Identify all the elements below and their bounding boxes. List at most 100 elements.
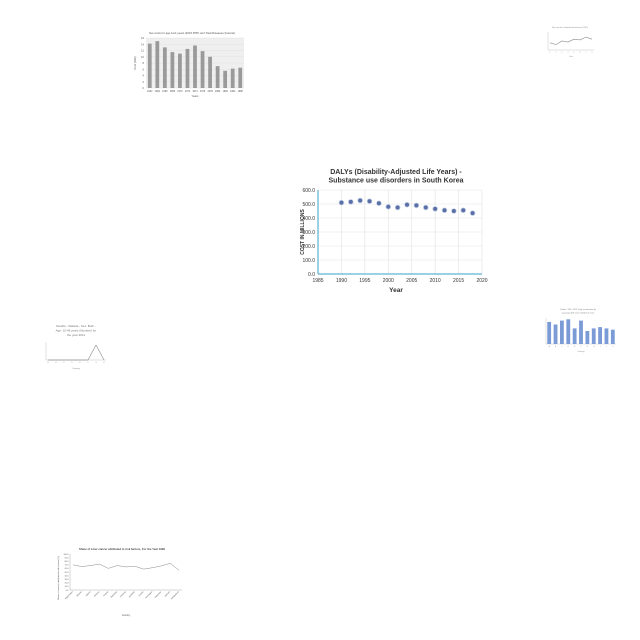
- y-tick-label: 0.0: [66, 590, 70, 592]
- y-tick-label: 300.0: [302, 230, 315, 236]
- x-tick-label: Azerbaijan: [144, 591, 153, 600]
- y-tick-label: 200.0: [302, 244, 315, 250]
- y-tick-label: 2: [143, 80, 145, 84]
- x-tick-label: 4: [568, 52, 569, 54]
- chart-title-line-0: Deaths - 1990 - 2019, Drug use disorders…: [560, 308, 596, 311]
- x-tick-label: Austria: [138, 590, 145, 597]
- bar: [591, 328, 596, 344]
- y-tick-label: 400.0: [302, 216, 315, 222]
- chart-bottom-left-panel: Share of Liver cancer attributed to risk…: [54, 544, 186, 620]
- x-tick-label: B: [55, 362, 57, 364]
- x-axis-label: Country: [577, 350, 584, 353]
- x-tick-label: 2: [556, 52, 557, 54]
- x-tick-label: 1968: [170, 90, 176, 93]
- x-tick-label: 6: [580, 52, 581, 54]
- x-tick-label: Armenia: [119, 590, 127, 598]
- x-tick-label: H: [593, 346, 595, 348]
- x-tick-label: C: [63, 362, 65, 364]
- bar: [193, 45, 197, 88]
- series-line: [549, 36, 593, 45]
- y-tick-label: 100.0: [302, 258, 315, 264]
- chart-top-right-panel: Net costs for Cardiovascular diseases (2…: [538, 24, 598, 60]
- bar: [566, 319, 571, 344]
- data-point: [422, 204, 429, 211]
- x-tick-label: 8: [592, 52, 593, 54]
- x-tick-label: Australia: [128, 590, 136, 598]
- y-tick-label: 50.0: [65, 572, 70, 574]
- y-tick-label: 0.0: [308, 272, 315, 278]
- bar: [579, 320, 583, 344]
- data-point: [413, 202, 420, 209]
- y-tick-label: 12: [141, 49, 144, 53]
- data-point: [469, 210, 476, 216]
- chart-title-line-1: Substance use disorders in South Korea: [329, 178, 464, 185]
- x-tick-label: Andorra: [93, 590, 101, 598]
- chart-main-scatter: DALYs (Disability-Adjusted Life Years) -…: [300, 169, 488, 294]
- x-tick-label: A: [47, 361, 49, 364]
- chart-title: Share of Liver cancer attributed to risk…: [79, 547, 166, 551]
- x-tick-label: Bahamas: [155, 591, 162, 598]
- x-tick-label: 1982: [222, 90, 228, 93]
- bar: [215, 66, 220, 88]
- x-tick-label: H: [103, 362, 105, 364]
- x-tick-label: Algeria: [85, 590, 92, 597]
- chart-title-line-0: DALYs (Disability-Adjusted Life Years) -: [330, 169, 462, 176]
- x-tick-label: 1984: [230, 90, 236, 93]
- chart-top-right-line: Net costs for Cardiovascular diseases (2…: [547, 26, 594, 58]
- x-tick-label: Afghanistan: [64, 591, 74, 601]
- data-point: [451, 208, 457, 214]
- chart-title-line-1: age group, Both sexes, Number of cases: [562, 311, 595, 314]
- x-tick-label: 2020: [476, 278, 487, 284]
- x-tick-label: K: [612, 346, 614, 348]
- data-point: [404, 201, 410, 208]
- bar: [230, 68, 235, 88]
- x-tick-label: 1978: [207, 90, 213, 93]
- y-tick-label: 60.0: [65, 568, 70, 570]
- x-tick-label: 1964: [155, 90, 161, 93]
- bar: [585, 331, 590, 344]
- x-tick-label: 2015: [453, 278, 464, 284]
- bar: [147, 43, 152, 88]
- chart-top-left-bar: Net costs for age 1to4 years (2015 PPP) …: [133, 31, 244, 98]
- x-tick-label: 1962: [147, 90, 153, 93]
- x-tick-label: F: [580, 346, 582, 348]
- y-tick-label: 70.0: [65, 565, 70, 567]
- x-tick-label: E: [574, 346, 576, 348]
- bar: [598, 327, 602, 344]
- y-axis-label: COST IN MILLIONS: [300, 209, 306, 255]
- x-tick-label: 1972: [185, 90, 191, 93]
- y-tick-label: 600.0: [302, 188, 315, 194]
- x-tick-label: Bahrain: [165, 591, 171, 597]
- data-point: [357, 197, 363, 204]
- data-point: [366, 198, 373, 204]
- y-axis-label: Share of cancers attributed to risk fact…: [57, 556, 60, 600]
- y-tick-label: 16: [141, 36, 144, 40]
- data-point: [385, 203, 392, 210]
- chart-right-panel: Deaths - 1990 - 2019, Drug use disorders…: [538, 306, 618, 358]
- bar: [610, 329, 615, 344]
- x-tick-label: 1980: [215, 90, 221, 93]
- bar: [162, 47, 167, 88]
- y-tick-label: 10.0: [65, 586, 70, 588]
- x-axis-label: Country: [122, 614, 131, 617]
- y-tick-label: 40.0: [65, 575, 70, 577]
- y-tick-label: 0: [143, 86, 145, 90]
- series-line: [72, 563, 180, 571]
- chart-bottom-left-line: Share of Liver cancer attributed to risk…: [57, 547, 182, 617]
- x-tick-label: 1: [550, 52, 551, 54]
- y-tick-label: 100.0: [63, 554, 69, 556]
- series-line: [48, 344, 105, 361]
- data-point: [347, 199, 354, 205]
- y-tick-label: 20.0: [65, 583, 70, 585]
- y-tick-label: 500.0: [302, 202, 315, 208]
- x-tick-label: Argentina: [110, 590, 119, 599]
- x-tick-label: 1986: [238, 90, 244, 93]
- x-tick-label: 1970: [177, 90, 183, 93]
- bar: [553, 324, 558, 344]
- chart-main-panel: DALYs (Disability-Adjusted Life Years) -…: [298, 164, 494, 296]
- x-tick-label: 1966: [162, 90, 168, 93]
- y-axis-label: Cost (INR): [133, 56, 137, 69]
- x-tick-label: D: [568, 346, 570, 348]
- data-point: [394, 204, 401, 211]
- x-tick-label: C: [561, 346, 563, 348]
